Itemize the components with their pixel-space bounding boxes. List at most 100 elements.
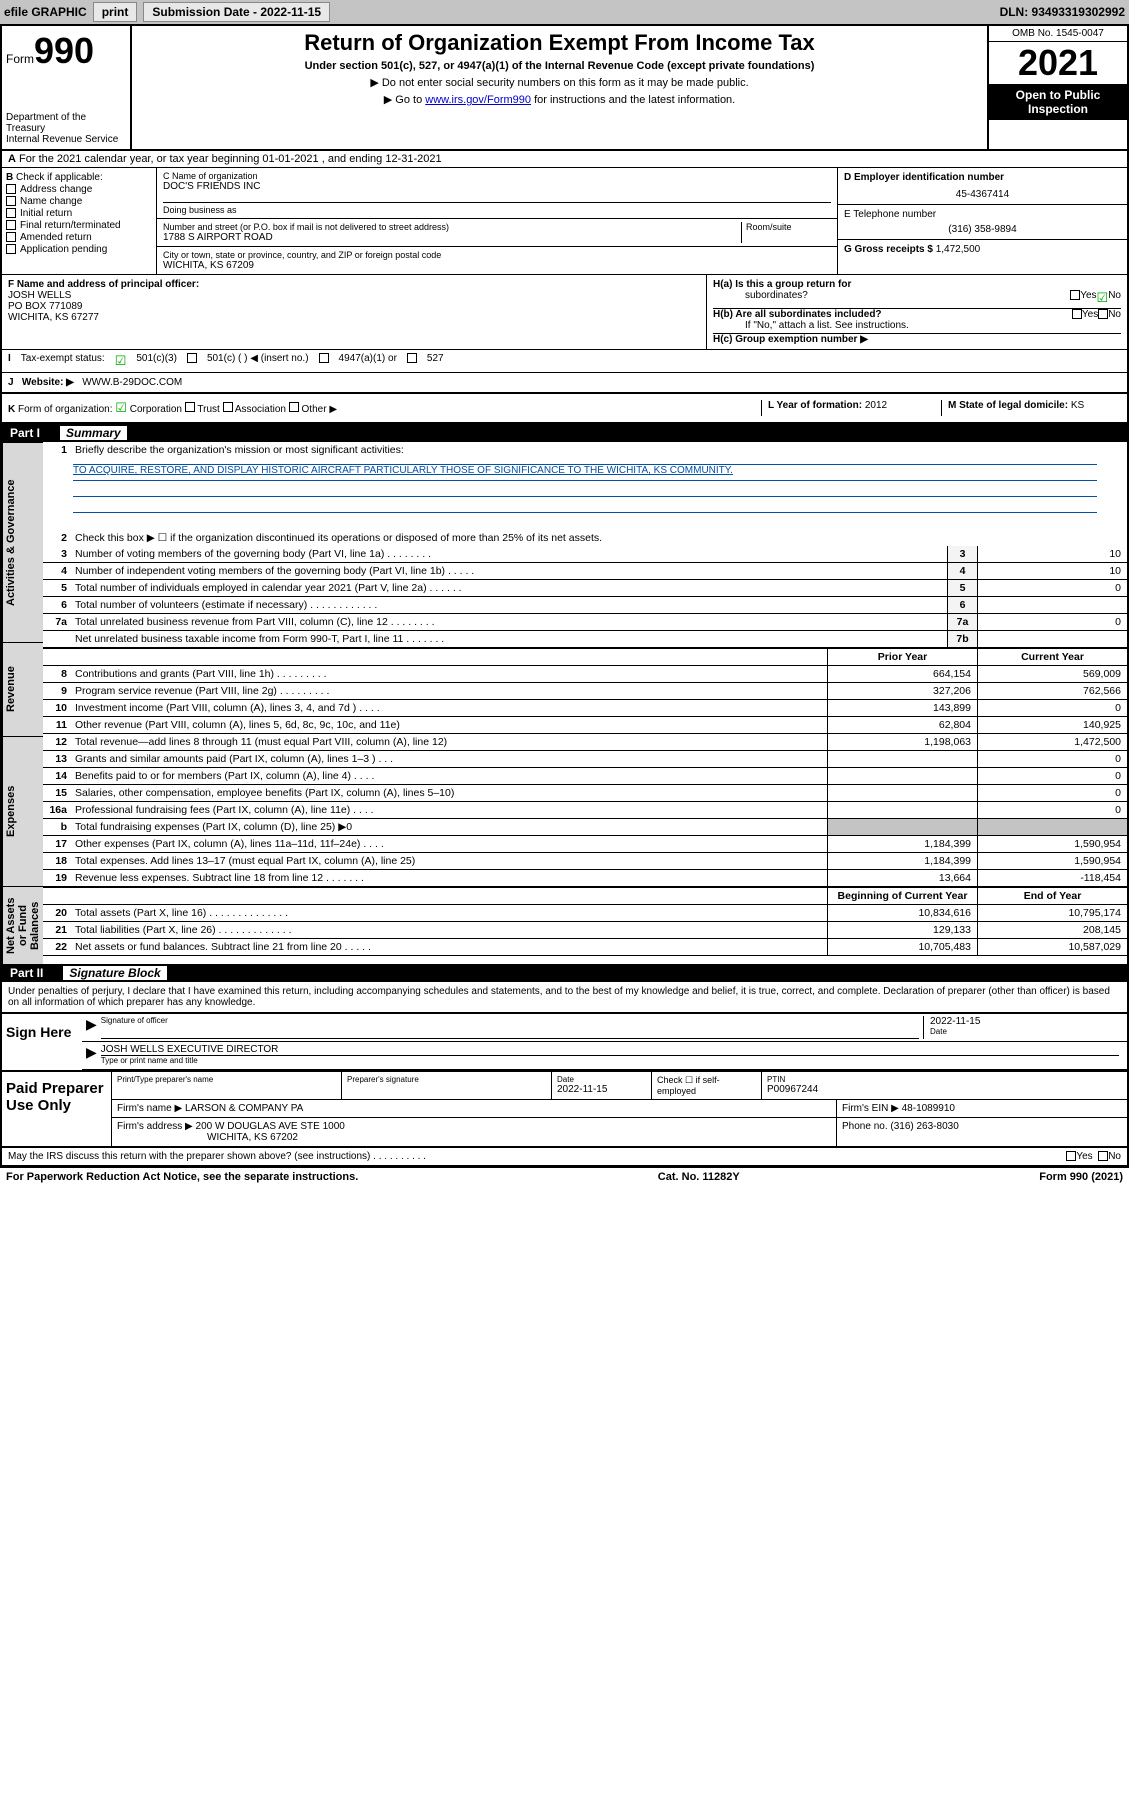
footer-final: For Paperwork Reduction Act Notice, see … [0,1168,1129,1186]
firm-phone: (316) 263-8030 [890,1121,958,1132]
mission-box: TO ACQUIRE, RESTORE, AND DISPLAY HISTORI… [43,458,1127,530]
officer-signed: JOSH WELLS EXECUTIVE DIRECTOR [101,1044,1119,1055]
asset-line: 20Total assets (Part X, line 16) . . . .… [43,905,1127,922]
phone-value: (316) 358-9894 [844,224,1121,235]
form-k-row: K Form of organization: ☑ Corporation Tr… [2,394,1127,424]
cat-number: Cat. No. 11282Y [658,1171,740,1183]
preparer-label: Paid Preparer Use Only [2,1072,112,1146]
sign-date: 2022-11-15 [930,1016,1123,1027]
omb-number: OMB No. 1545-0047 [989,26,1127,42]
declaration: Under penalties of perjury, I declare th… [2,982,1127,1012]
efile-label: efile GRAPHIC [4,5,87,19]
header-left: Form990 Department of the Treasury Inter… [2,26,132,149]
cb-pending[interactable] [6,244,16,254]
street-row: Number and street (or P.O. box if mail i… [157,219,837,247]
cb-ha-yes[interactable] [1070,290,1080,300]
expense-line: 14Benefits paid to or for members (Part … [43,768,1127,785]
website-url: WWW.B-29DOC.COM [82,377,182,388]
firm-ein: 48-1089910 [902,1103,955,1114]
print-button[interactable]: print [93,2,138,22]
ein-row: D Employer identification number 45-4367… [838,168,1127,205]
summary-line: 6Total number of volunteers (estimate if… [43,597,1127,614]
cb-527[interactable] [407,353,417,363]
check-icon: ☑ [115,353,127,369]
form-subtitle: Under section 501(c), 527, or 4947(a)(1)… [136,60,983,72]
form-container: Form990 Department of the Treasury Inter… [0,24,1129,1168]
part1-header: Part I Summary [2,424,1127,442]
officer-info: F Name and address of principal officer:… [2,275,707,349]
mission-text: TO ACQUIRE, RESTORE, AND DISPLAY HISTORI… [73,464,1097,478]
officer-city: WICHITA, KS 67277 [8,312,700,323]
discuss-row: May the IRS discuss this return with the… [2,1148,1127,1166]
firm-addr2: WICHITA, KS 67202 [117,1132,298,1143]
vert-activities: Activities & Governance [2,442,43,642]
phone-row: E Telephone number (316) 358-9894 [838,205,1127,240]
officer-po: PO BOX 771089 [8,301,700,312]
revenue-line: 12Total revenue—add lines 8 through 11 (… [43,734,1127,751]
summary-line: 5Total number of individuals employed in… [43,580,1127,597]
cb-final[interactable] [6,220,16,230]
summary-line: 3Number of voting members of the governi… [43,546,1127,563]
cb-hb-yes[interactable] [1072,309,1082,319]
org-name: DOC'S FRIENDS INC [163,181,831,192]
cb-assoc[interactable] [223,402,233,412]
year-formation: 2012 [865,400,887,411]
org-name-row: C Name of organization DOC'S FRIENDS INC… [157,168,837,219]
cb-other[interactable] [289,402,299,412]
cb-501c[interactable] [187,353,197,363]
firm-addr1: 200 W DOUGLAS AVE STE 1000 [196,1121,345,1132]
ein-value: 45-4367414 [844,189,1121,200]
right-info: D Employer identification number 45-4367… [837,168,1127,274]
form-title: Return of Organization Exempt From Incom… [136,30,983,56]
irs-label: Internal Revenue Service [6,134,126,145]
website-row: J Website: ▶ WWW.B-29DOC.COM [2,373,1127,394]
header-middle: Return of Organization Exempt From Incom… [132,26,987,149]
org-city: WICHITA, KS 67209 [163,260,441,271]
cb-4947[interactable] [319,353,329,363]
asset-line: 21Total liabilities (Part X, line 26) . … [43,922,1127,939]
submission-date-button[interactable]: Submission Date - 2022-11-15 [143,2,330,22]
public-inspection: Open to Public Inspection [989,84,1127,120]
arrow-icon: ▶ [86,1044,97,1067]
check-icon: ☑ [1097,290,1109,306]
check-icon: ☑ [115,400,127,415]
cb-hb-no[interactable] [1098,309,1108,319]
revenue-line: 10Investment income (Part VIII, column (… [43,700,1127,717]
sign-here-section: Sign Here ▶ Signature of officer 2022-11… [2,1012,1127,1070]
irs-link[interactable]: www.irs.gov/Form990 [425,94,531,106]
cb-name[interactable] [6,196,16,206]
part2-header: Part II Signature Block [2,964,1127,982]
vert-netassets: Net Assets or Fund Balances [2,886,43,964]
summary-line: Net unrelated business taxable income fr… [43,631,1127,648]
summary-content: 1 Briefly describe the organization's mi… [43,442,1127,964]
arrow-icon: ▶ [86,1016,97,1039]
header-right: OMB No. 1545-0047 2021 Open to Public In… [987,26,1127,149]
summary-line: 4Number of independent voting members of… [43,563,1127,580]
sign-here-label: Sign Here [2,1014,82,1070]
form-header: Form990 Department of the Treasury Inter… [2,26,1127,151]
top-toolbar: efile GRAPHIC print Submission Date - 20… [0,0,1129,24]
city-row: City or town, state or province, country… [157,247,837,274]
tax-year: 2021 [989,42,1127,84]
revenue-line: 9Program service revenue (Part VIII, lin… [43,683,1127,700]
expense-line: 19Revenue less expenses. Subtract line 1… [43,870,1127,887]
cb-amended[interactable] [6,232,16,242]
vert-revenue: Revenue [2,642,43,736]
form-number: 990 [34,30,94,71]
form-ref: Form 990 (2021) [1039,1171,1123,1183]
cb-address[interactable] [6,184,16,194]
cb-trust[interactable] [185,402,195,412]
checkbox-section: B Check if applicable: Address change Na… [2,168,157,274]
summary-line: 7aTotal unrelated business revenue from … [43,614,1127,631]
cb-discuss-no[interactable] [1098,1151,1108,1161]
cb-initial[interactable] [6,208,16,218]
org-street: 1788 S AIRPORT ROAD [163,232,741,243]
expense-line: 16aProfessional fundraising fees (Part I… [43,802,1127,819]
expense-line: 17Other expenses (Part IX, column (A), l… [43,836,1127,853]
tax-status-row: I Tax-exempt status: ☑501(c)(3) 501(c) (… [2,350,1127,373]
firm-name: LARSON & COMPANY PA [185,1103,303,1114]
revenue-line: 8Contributions and grants (Part VIII, li… [43,666,1127,683]
expense-line: bTotal fundraising expenses (Part IX, co… [43,819,1127,836]
cb-discuss-yes[interactable] [1066,1151,1076,1161]
group-return: H(a) Is this a group return for subordin… [707,275,1127,349]
